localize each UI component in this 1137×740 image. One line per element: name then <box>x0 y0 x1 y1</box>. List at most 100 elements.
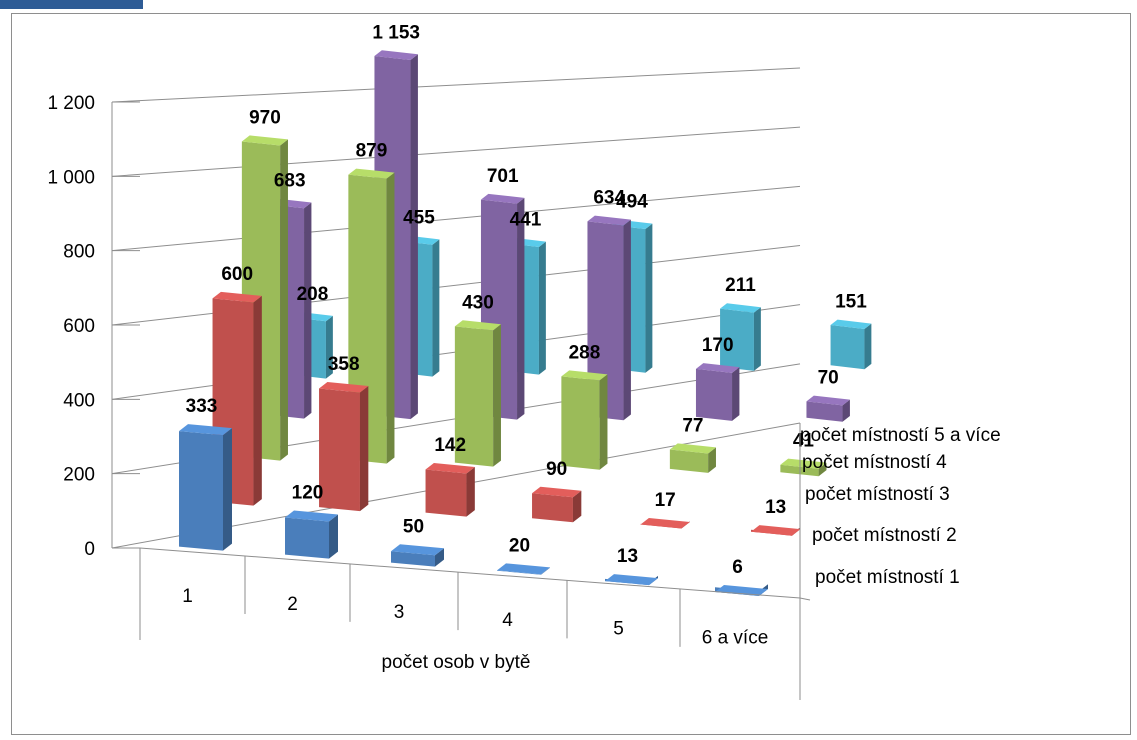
gridline-800 <box>111 185 801 252</box>
bar <box>179 424 232 551</box>
data-label: 70 <box>818 368 839 389</box>
bar <box>587 215 631 421</box>
y-tick-label: 1 200 <box>47 93 95 114</box>
bar <box>391 544 444 567</box>
bar-top-face <box>720 303 761 313</box>
bar-top-face <box>374 50 418 61</box>
bar <box>285 510 338 559</box>
x-axis-title: počet osob v bytě <box>382 652 531 673</box>
series-axis-label: počet místností 2 <box>812 525 957 546</box>
bar-side-face <box>599 374 608 470</box>
data-label: 170 <box>702 335 734 356</box>
bar-top-face <box>751 525 801 536</box>
data-label: 634 <box>593 188 625 209</box>
bar <box>751 525 801 536</box>
bar <box>605 574 658 586</box>
bar-top-face <box>640 517 690 529</box>
bar-front-face <box>830 325 865 370</box>
bar-side-face <box>732 367 740 421</box>
bar <box>715 584 768 597</box>
bar-side-face <box>435 548 444 567</box>
axes: 0 200 400 600 800 1 000 1 200 1 2 3 4 5 6 a více poče… <box>47 93 1001 700</box>
bar-top-face <box>391 544 444 556</box>
data-label: 683 <box>274 170 306 191</box>
bar-top-face <box>561 370 608 381</box>
data-label: 600 <box>221 264 253 285</box>
data-label: 333 <box>186 396 218 417</box>
data-label: 90 <box>546 459 567 480</box>
data-label: 20 <box>509 535 530 556</box>
bar-top-face <box>587 215 631 226</box>
y-tick-label: 400 <box>63 390 95 411</box>
data-label: 430 <box>462 292 494 313</box>
y-tick-label: 800 <box>63 242 95 263</box>
y-tick-label: 200 <box>63 465 95 486</box>
series-axis-label: počet místností 4 <box>802 452 947 473</box>
bar-top-face <box>425 463 475 474</box>
data-label: 41 <box>793 431 815 452</box>
data-label: 151 <box>835 292 867 313</box>
data-label: 1 153 <box>372 22 420 43</box>
floor-corner <box>799 597 811 601</box>
bar-side-face <box>329 514 338 559</box>
data-labels: 151 211 494 441 455 208 70 170 634 701 1 153 683 41 7… <box>186 22 868 578</box>
gridline-1000 <box>111 126 801 177</box>
bar-top-face <box>830 319 872 330</box>
data-label: 701 <box>487 166 519 187</box>
y-tick-label: 1 000 <box>47 167 95 188</box>
bar-front-face <box>720 308 754 371</box>
bar <box>830 319 872 370</box>
data-label: 455 <box>403 207 435 228</box>
bar-side-face <box>410 54 418 420</box>
data-label: 13 <box>765 497 786 518</box>
bar-front-face <box>391 551 435 567</box>
bar-front-face <box>695 368 733 421</box>
bar-front-face <box>454 326 494 467</box>
data-label: 142 <box>434 435 466 456</box>
bar <box>454 320 501 467</box>
bar-side-face <box>864 323 872 370</box>
data-label: 358 <box>328 354 360 375</box>
bar-top-face <box>605 574 658 586</box>
bar-side-face <box>386 172 395 464</box>
x-tick-label: 1 <box>182 586 193 607</box>
bar <box>720 303 761 371</box>
series-axis-label: počet místností 3 <box>805 484 950 505</box>
bar-top-face <box>179 424 232 436</box>
bar-top-face <box>348 168 395 179</box>
bar-side-face <box>432 239 440 377</box>
bar <box>806 395 850 422</box>
bar-side-face <box>538 241 546 375</box>
x-tick-label: 4 <box>502 610 513 631</box>
bar-side-face <box>753 307 761 371</box>
bar <box>532 486 582 523</box>
y-tick-label: 0 <box>84 539 95 560</box>
bar-front-face <box>806 401 843 422</box>
bar-top-face <box>241 135 288 146</box>
bar-front-face <box>669 449 709 473</box>
header-accent-strip <box>0 0 143 9</box>
gridline-1200 <box>111 67 801 103</box>
bar-front-face <box>319 388 360 512</box>
bar-side-face <box>541 567 550 575</box>
series-axis-label: počet místností 1 <box>815 567 960 588</box>
bar-front-face <box>497 570 541 575</box>
bar-side-face <box>325 315 333 379</box>
data-label: 211 <box>725 275 756 296</box>
bar-side-face <box>223 428 232 551</box>
bar-top-face <box>454 320 501 331</box>
bar <box>669 443 716 473</box>
data-label: 13 <box>617 546 638 567</box>
bar-top-face <box>497 563 550 575</box>
bar-side-face <box>623 219 631 421</box>
bar-side-face <box>572 490 582 523</box>
data-label: 288 <box>569 342 601 363</box>
bar-top-face <box>780 458 827 469</box>
bar-side-face <box>304 202 312 419</box>
bar-front-face <box>532 493 573 523</box>
y-tick-label: 600 <box>63 316 95 337</box>
data-label: 441 <box>510 210 542 231</box>
data-label: 879 <box>356 141 388 162</box>
bar-top-face <box>212 291 262 303</box>
bars <box>179 50 872 597</box>
